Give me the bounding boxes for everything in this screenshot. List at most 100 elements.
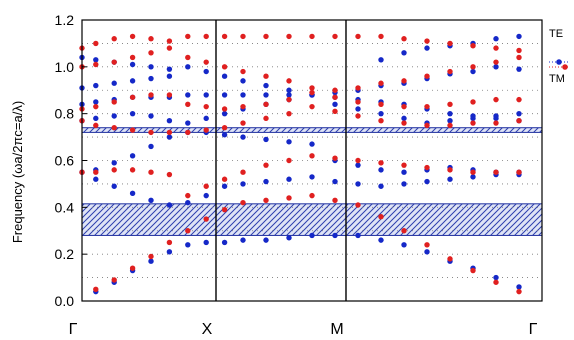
data-point xyxy=(309,232,315,239)
data-point xyxy=(516,96,522,103)
data-point xyxy=(240,199,246,206)
data-point xyxy=(111,113,117,119)
data-point xyxy=(332,155,338,161)
data-point xyxy=(332,101,338,108)
data-point xyxy=(185,199,191,206)
data-point xyxy=(286,33,292,40)
data-point xyxy=(424,122,430,129)
data-point xyxy=(148,197,154,204)
x-tick-label: M xyxy=(330,321,343,338)
data-point xyxy=(93,61,99,68)
x-tick-label: Γ xyxy=(529,321,538,338)
data-point xyxy=(447,117,453,124)
data-point xyxy=(470,169,476,175)
data-point xyxy=(263,101,269,108)
data-point xyxy=(401,162,407,168)
data-point xyxy=(493,279,499,285)
data-point xyxy=(111,277,117,283)
data-point xyxy=(424,242,430,248)
data-point xyxy=(447,40,453,47)
data-point xyxy=(185,129,191,136)
data-point xyxy=(332,232,338,239)
data-point xyxy=(401,181,407,187)
data-point xyxy=(240,33,246,40)
legend-te-marker xyxy=(556,59,562,65)
data-point xyxy=(493,96,499,103)
data-point xyxy=(516,288,522,295)
data-point xyxy=(221,176,228,182)
data-point xyxy=(401,120,407,126)
data-point xyxy=(332,197,338,204)
y-axis-ticks: 0.0 0.2 0.4 0.6 0.8 1.0 1.2 xyxy=(55,12,87,309)
data-point xyxy=(355,85,361,91)
data-point xyxy=(111,80,117,86)
data-point xyxy=(355,157,361,164)
legend: TE TM xyxy=(549,28,570,85)
data-point xyxy=(447,68,453,75)
data-point xyxy=(93,176,99,182)
data-point xyxy=(93,115,99,122)
data-point xyxy=(166,171,173,178)
data-point xyxy=(286,110,292,117)
data-point xyxy=(355,232,361,239)
data-point xyxy=(240,68,246,75)
data-point xyxy=(203,183,209,189)
data-point xyxy=(286,195,292,201)
data-point xyxy=(263,92,269,98)
data-point xyxy=(185,242,191,248)
data-point xyxy=(286,87,292,93)
data-point xyxy=(185,192,191,199)
data-point xyxy=(166,129,173,136)
data-point xyxy=(516,110,522,117)
data-point xyxy=(93,82,99,89)
y-tick-label: 1.2 xyxy=(55,12,75,28)
data-point xyxy=(470,43,476,49)
data-point xyxy=(309,33,315,40)
data-point xyxy=(263,82,269,89)
data-point xyxy=(332,33,338,40)
data-point xyxy=(378,117,384,124)
series-te xyxy=(79,33,522,295)
data-point xyxy=(355,99,361,105)
data-point xyxy=(185,228,191,234)
data-point xyxy=(111,36,117,42)
data-point xyxy=(166,45,173,51)
data-point xyxy=(148,143,154,150)
data-point xyxy=(203,33,209,40)
series-tm xyxy=(79,33,522,295)
data-point xyxy=(263,162,269,168)
data-point xyxy=(221,106,228,112)
data-point xyxy=(203,115,209,122)
data-point xyxy=(221,64,228,70)
data-point xyxy=(221,33,228,40)
data-point xyxy=(111,125,117,131)
data-point xyxy=(263,73,269,79)
data-point xyxy=(401,169,407,175)
data-point xyxy=(203,68,209,75)
data-point xyxy=(111,183,117,189)
y-tick-label: 0.0 xyxy=(55,293,75,309)
x-tick-label: Γ xyxy=(69,321,78,338)
data-point xyxy=(148,129,154,136)
data-point xyxy=(185,120,191,126)
y-axis-label: Frequency (ωa/2πc=a/λ) xyxy=(10,101,25,243)
data-point xyxy=(111,99,117,105)
data-point xyxy=(378,214,384,220)
data-point xyxy=(185,54,191,61)
data-point xyxy=(166,117,173,124)
data-point xyxy=(447,122,453,129)
data-point xyxy=(378,80,384,86)
data-point xyxy=(401,78,407,84)
data-point xyxy=(203,92,209,98)
data-point xyxy=(129,110,136,117)
data-point xyxy=(493,45,499,51)
data-point xyxy=(516,117,522,124)
data-point xyxy=(493,274,499,281)
data-point xyxy=(263,115,269,122)
data-point xyxy=(516,284,522,290)
data-point xyxy=(111,167,117,173)
data-point xyxy=(447,176,453,182)
data-point xyxy=(93,40,99,47)
data-point xyxy=(378,237,384,243)
data-point xyxy=(309,153,315,159)
